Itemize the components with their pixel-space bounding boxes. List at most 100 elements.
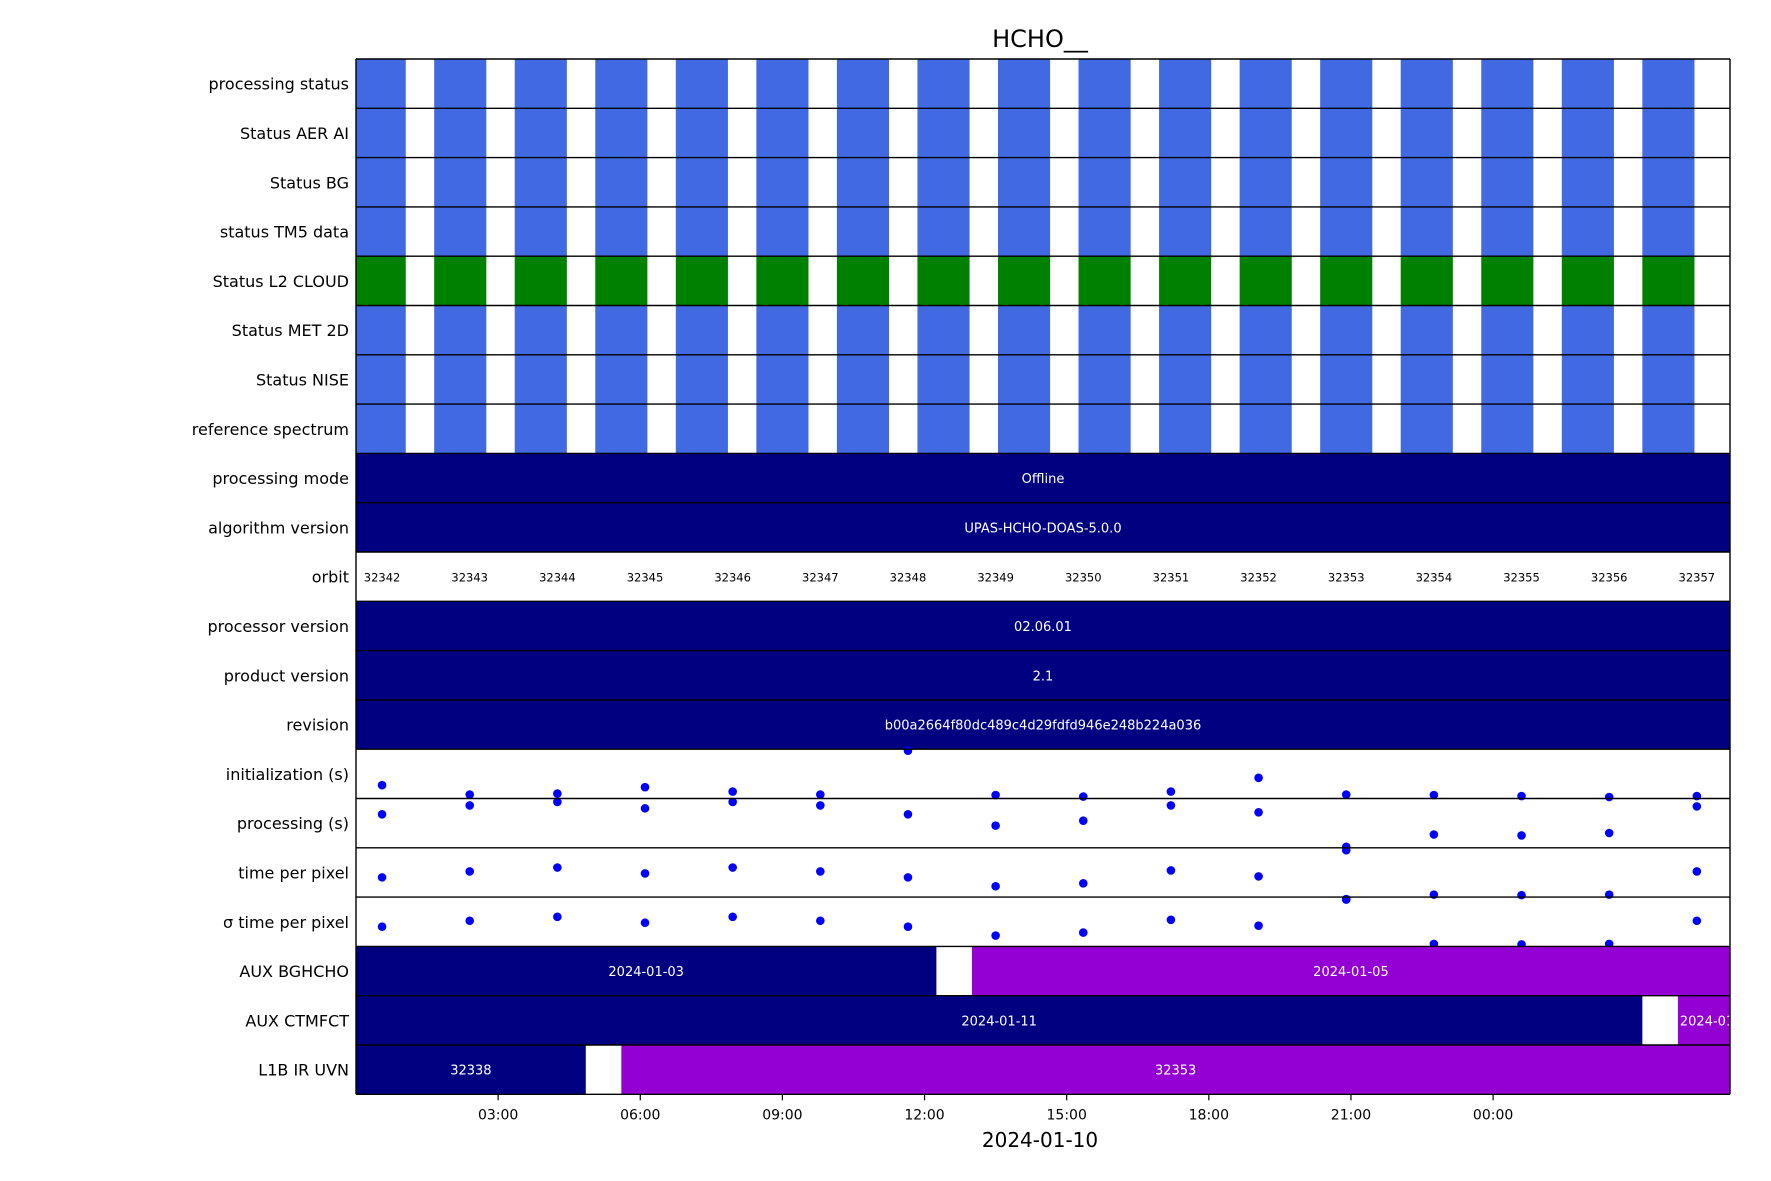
status-block [1239,256,1292,306]
segment-bar [356,699,1730,750]
scatter-point [728,863,737,872]
scatter-point [1341,894,1351,904]
scatter-point [728,787,737,796]
status-block [434,305,487,355]
status-block [1078,108,1131,158]
row-17: σ time per pixel [223,894,1702,949]
scatter-point [1166,915,1176,925]
status-block [1481,59,1534,109]
scatter-point [728,797,737,807]
scatter-point [816,801,825,810]
scatter-point [465,867,475,876]
row-label: processing status [209,75,349,94]
scatter-point [991,790,1000,800]
row-label: Status MET 2D [232,321,349,340]
scatter-point [465,916,475,926]
status-block [1239,59,1292,109]
scatter-point [377,809,387,819]
row-label: Status NISE [256,370,349,389]
status-block [1159,305,1212,355]
orbit-label: 32351 [1153,571,1190,585]
status-block [1400,305,1453,355]
scatter-point [1166,866,1176,875]
scatter-point [640,782,650,792]
status-block [514,256,567,306]
status-block [756,59,809,109]
status-block [1159,157,1212,207]
status-block [836,157,890,207]
scatter-point [1078,816,1088,825]
scatter-point [553,789,562,798]
orbit-label: 32356 [1591,571,1628,585]
status-block [756,157,809,207]
status-block [917,354,970,405]
status-block [434,354,487,405]
status-block [1078,59,1131,109]
chart-title: HCHO__ [992,25,1089,53]
scatter-point [1078,792,1088,801]
status-block [756,256,809,306]
scatter-point [816,916,825,926]
status-block [595,354,648,405]
status-block [1561,305,1614,355]
row-5: Status MET 2D [232,305,1695,355]
status-block [997,305,1051,355]
x-axis: 03:00 06:00 09:00 12:00 15:00 18:00 21:00 00:00 [478,1094,1513,1123]
row-14: initialization (s) [226,746,1702,802]
status-block [1561,59,1614,109]
status-block [675,206,728,257]
status-block [356,157,406,207]
row-19: AUX CTMFCT 2024-01-11 2024-01-1 [245,995,1747,1045]
row-7: reference spectrum [192,404,1695,454]
scatter-point [1254,773,1263,783]
row-15: processing (s) [237,797,1702,855]
status-block [434,404,487,454]
scatter-point [1166,801,1176,810]
status-block [595,305,648,355]
segment-label: Offline [1022,472,1065,487]
status-block [356,256,406,306]
scatter-point [991,931,1000,940]
scatter-point [553,797,562,807]
row-label: Status AER AI [240,124,349,143]
status-block [514,206,567,257]
status-block [356,354,406,405]
status-block [836,59,890,109]
status-block [1320,157,1373,207]
status-block [1159,206,1212,257]
scatter-point [377,780,387,790]
row-20: L1B IR UVN 32338 32353 [258,1045,1730,1095]
status-block [1481,256,1534,306]
scatter-point [1078,878,1088,888]
status-block [836,256,890,306]
row-8: processing mode Offline [212,453,1730,503]
status-block [836,404,890,454]
orbit-label: 32350 [1065,571,1102,585]
orbit-label: 32353 [1328,571,1365,585]
segment-label: 2024-01-03 [608,965,684,980]
status-block [917,305,970,355]
status-block [1159,59,1212,109]
status-block [1642,305,1695,355]
rows-layer: processing status Status AER AI Status BG s… [192,58,1747,1096]
status-block [1320,108,1373,158]
scatter-point [1604,792,1614,802]
scatter-point [816,790,825,799]
status-block [434,157,487,207]
scatter-point [816,867,825,876]
scatter-point [1254,921,1263,930]
status-block [434,206,487,257]
segment-label: 2024-01-1 [1680,1014,1747,1029]
status-block [1159,108,1212,158]
status-block [595,59,648,109]
status-block [514,59,567,109]
status-block [356,404,406,454]
orbit-label: 32345 [627,571,664,585]
status-block [1400,59,1453,109]
scatter-point [728,912,737,922]
segment-bar [356,650,1730,700]
status-block [1481,206,1534,257]
scatter-point [465,801,475,810]
row-11: processor version 02.06.01 [207,601,1730,651]
scatter-point [1692,867,1702,876]
